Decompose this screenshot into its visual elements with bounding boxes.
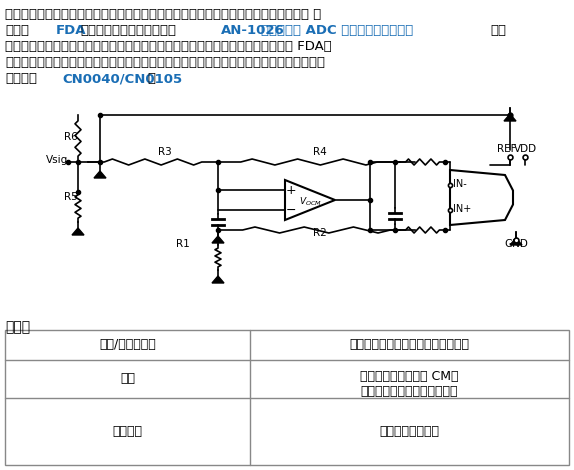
Text: −: − — [286, 204, 296, 217]
Polygon shape — [72, 228, 84, 235]
Polygon shape — [212, 236, 224, 243]
Polygon shape — [510, 238, 522, 245]
Text: $V_{OCM}$: $V_{OCM}$ — [298, 196, 321, 208]
Text: VDD: VDD — [513, 144, 537, 154]
Text: GND: GND — [504, 239, 528, 249]
Text: 关采用: 关采用 — [5, 24, 29, 37]
Polygon shape — [504, 114, 516, 121]
Text: 输入阻抗: 输入阻抗 — [113, 425, 142, 438]
Text: +: + — [286, 183, 296, 196]
Text: CN0040/CN0105: CN0040/CN0105 — [62, 72, 182, 85]
Text: 允许衰减增益和可变 CM。
最简单的电平转换实现方式。: 允许衰减增益和可变 CM。 最简单的电平转换实现方式。 — [360, 370, 459, 398]
Text: R6: R6 — [64, 132, 78, 142]
Text: REF: REF — [497, 144, 517, 154]
Text: R2: R2 — [313, 228, 327, 238]
Polygon shape — [450, 170, 513, 225]
Polygon shape — [212, 276, 224, 283]
Bar — [5, 330, 569, 465]
Text: 取决于所用的电阻: 取决于所用的电阻 — [379, 425, 440, 438]
Text: 。就: 。就 — [490, 24, 506, 37]
Text: 而使用双放大器的定制电路可能更为合适。就单个放大器而言，可选产品种类要多得多。示: 而使用双放大器的定制电路可能更为合适。就单个放大器而言，可选产品种类要多得多。示 — [5, 56, 325, 69]
Text: 例可参见: 例可参见 — [5, 72, 37, 85]
Text: AN-1026: AN-1026 — [221, 24, 285, 37]
Text: R4: R4 — [313, 147, 327, 157]
Text: 。: 。 — [147, 72, 155, 85]
Polygon shape — [94, 171, 106, 178]
Text: R1: R1 — [176, 239, 190, 249]
Text: R5: R5 — [64, 192, 78, 202]
Text: IN-: IN- — [453, 179, 467, 189]
Text: 增益: 增益 — [120, 373, 135, 385]
Text: FDA: FDA — [56, 24, 87, 37]
Text: 裕量/单电源供电: 裕量/单电源供电 — [99, 338, 156, 352]
Text: 利与弊: 利与弊 — [5, 320, 30, 334]
Text: ：高速差分 ADC 驱动器设计考虑因素: ：高速差分 ADC 驱动器设计考虑因素 — [261, 24, 413, 37]
Text: 适合单电源供电，因为采用反相配置: 适合单电源供电，因为采用反相配置 — [350, 338, 470, 352]
Polygon shape — [285, 180, 335, 220]
Text: 用这种方法实现的单端转差分具有最低的噪声，适合单电源类应用，可耐受阻性输入。 有: 用这种方法实现的单端转差分具有最低的噪声，适合单电源类应用，可耐受阻性输入。 有 — [5, 8, 321, 21]
Text: 噪声性能而言，似乎显然应该采用这种方法；然而，有些时候可能并不存在合适的 FDA，: 噪声性能而言，似乎显然应该采用这种方法；然而，有些时候可能并不存在合适的 FDA… — [5, 40, 332, 53]
Text: Vsig: Vsig — [46, 155, 68, 165]
Text: IN+: IN+ — [453, 204, 471, 214]
Text: 的设计详情可参见应用笔记: 的设计详情可参见应用笔记 — [80, 24, 176, 37]
Text: R3: R3 — [158, 147, 172, 157]
